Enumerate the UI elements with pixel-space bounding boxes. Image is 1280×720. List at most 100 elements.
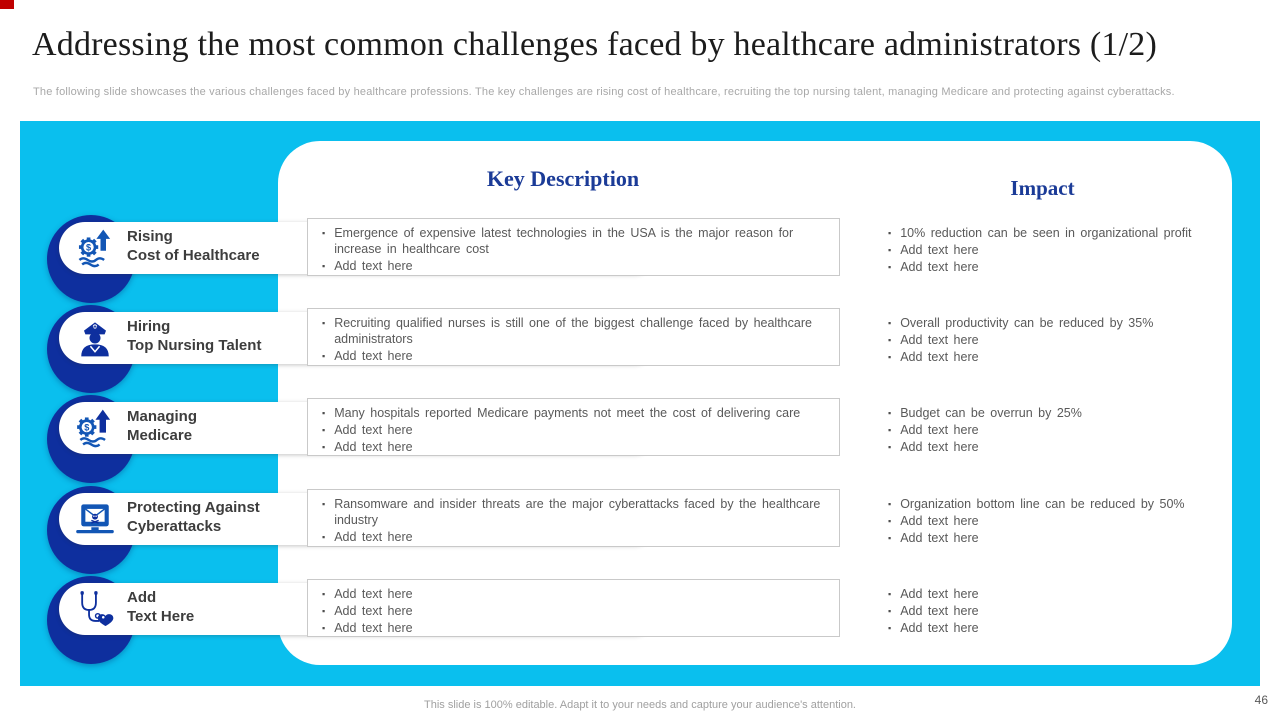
bullet-marker: ▪ [322,228,326,238]
bullet-text: Ransomware and insider threats are the m… [334,497,821,527]
bullet-marker: ▪ [322,408,326,418]
bullet-item: ▪ Many hospitals reported Medicare paymen… [314,405,831,421]
impact-list: ▪ Organization bottom line can be reduced… [880,496,1225,546]
bullet-marker: ▪ [322,499,326,509]
slide-footer-note: This slide is 100% editable. Adapt it to… [424,699,856,711]
bullet-marker: ▪ [888,335,892,345]
bullet-text: Add text here [900,260,979,274]
bullet-text: Add text here [900,604,979,618]
bullet-item: ▪ Add text here [314,603,831,619]
row-label-line1: Add [127,589,157,606]
bullet-text: Recruiting qualified nurses is still one… [334,316,812,346]
bullet-item: ▪ Recruiting qualified nurses is still on… [314,315,831,347]
cyberattack-laptop-icon [73,497,117,541]
bullet-item: ▪ Add text here [880,439,1225,455]
bullet-text: Add text here [900,423,979,437]
nurse-icon [73,316,117,360]
bullet-marker: ▪ [888,352,892,362]
bullet-item: ▪ 10% reduction can be seen in organizati… [880,225,1225,241]
column-header-impact: Impact [1010,176,1075,200]
row-label-line2: Top Nursing Talent [127,337,262,354]
bullet-text: Add text here [334,259,413,273]
bullet-item: ▪ Add text here [880,422,1225,438]
description-box: ▪ Many hospitals reported Medicare paymen… [307,398,840,456]
bullet-marker: ▪ [322,442,326,452]
bullet-text: Add text here [334,587,413,601]
bullet-marker: ▪ [322,425,326,435]
bullet-marker: ▪ [322,318,326,328]
bullet-item: ▪ Add text here [314,348,831,364]
bullet-text: Emergence of expensive latest technologi… [334,226,794,256]
bullet-text: Add text here [334,530,413,544]
bullet-item: ▪ Add text here [880,620,1225,636]
row-label-line1: Hiring [127,318,171,335]
impact-cell: ▪ Budget can be overrun by 25% ▪ Add text h… [880,405,1225,456]
bullet-marker: ▪ [888,516,892,526]
bullet-text: Add text here [900,350,979,364]
impact-cell: ▪ Overall productivity can be reduced by … [880,315,1225,366]
row-label-line2: Medicare [127,427,193,444]
row-label: Protecting Against Cyberattacks [127,498,297,536]
bullet-item: ▪ Add text here [880,242,1225,258]
bullet-item: ▪ Add text here [314,529,831,545]
description-box: ▪ Recruiting qualified nurses is still on… [307,308,840,366]
row-label: Rising Cost of Healthcare [127,227,297,265]
row-label: Add Text Here [127,588,297,626]
bullet-text: Overall productivity can be reduced by 3… [900,316,1154,330]
bullet-item: ▪ Add text here [880,259,1225,275]
bullet-text: Add text here [900,440,979,454]
bullet-item: ▪ Add text here [880,513,1225,529]
bullet-marker: ▪ [888,623,892,633]
bullet-text: Add text here [334,621,413,635]
bullet-item: ▪ Overall productivity can be reduced by … [880,315,1225,331]
description-box: ▪ Add text here ▪ Add text here ▪ Add text he… [307,579,840,637]
row-label-line2: Cyberattacks [127,518,222,535]
row-label-line2: Cost of Healthcare [127,247,260,264]
page-title: Addressing the most common challenges fa… [32,26,1157,63]
description-box: ▪ Emergence of expensive latest technolog… [307,218,840,276]
bullet-text: Add text here [334,423,413,437]
challenge-row-managing-medicare: $ Managing Medicare ▪ Many hospitals repo… [0,395,1280,485]
challenge-row-nursing-talent: Hiring Top Nursing Talent ▪ Recruiting qu… [0,305,1280,395]
bullet-item: ▪ Add text here [880,586,1225,602]
row-label-line1: Protecting Against [127,499,260,516]
impact-list: ▪ 10% reduction can be seen in organizati… [880,225,1225,275]
bullet-text: 10% reduction can be seen in organizatio… [900,226,1192,240]
challenge-row-cyberattacks: Protecting Against Cyberattacks ▪ Ransomw… [0,486,1280,576]
bullet-text: Add text here [900,531,979,545]
page-number: 46 [1254,693,1268,707]
bullet-item: ▪ Organization bottom line can be reduced… [880,496,1225,512]
bullet-item: ▪ Ransomware and insider threats are the … [314,496,831,528]
description-list: ▪ Emergence of expensive latest technolog… [314,225,831,274]
bullet-text: Add text here [334,440,413,454]
description-box: ▪ Ransomware and insider threats are the … [307,489,840,547]
row-label-line1: Managing [127,408,197,425]
bullet-marker: ▪ [888,245,892,255]
svg-text:$: $ [84,422,89,432]
bullet-marker: ▪ [888,589,892,599]
bullet-marker: ▪ [322,261,326,271]
bullet-text: Add text here [900,333,979,347]
bullet-text: Add text here [900,621,979,635]
corner-red-marker [0,0,14,9]
description-list: ▪ Add text here ▪ Add text here ▪ Add text he… [314,586,831,636]
description-list: ▪ Recruiting qualified nurses is still on… [314,315,831,364]
bullet-text: Add text here [900,243,979,257]
bullet-marker: ▪ [322,532,326,542]
bullet-marker: ▪ [888,499,892,509]
description-list: ▪ Ransomware and insider threats are the … [314,496,831,545]
bullet-item: ▪ Add text here [880,349,1225,365]
challenge-row-add-text: Add Text Here ▪ Add text here ▪ Add text he… [0,576,1280,666]
row-label-line1: Rising [127,228,173,245]
bullet-item: ▪ Emergence of expensive latest technolog… [314,225,831,257]
column-header-key-description: Key Description [486,166,640,191]
stethoscope-heart-icon [73,587,117,631]
bullet-text: Add text here [334,349,413,363]
row-label: Managing Medicare [127,407,297,445]
bullet-marker: ▪ [888,318,892,328]
bullet-item: ▪ Add text here [314,258,831,274]
slide-subtitle: The following slide showcases the variou… [33,86,1175,98]
medicare-money-icon: $ [73,406,117,450]
bullet-item: ▪ Add text here [880,530,1225,546]
